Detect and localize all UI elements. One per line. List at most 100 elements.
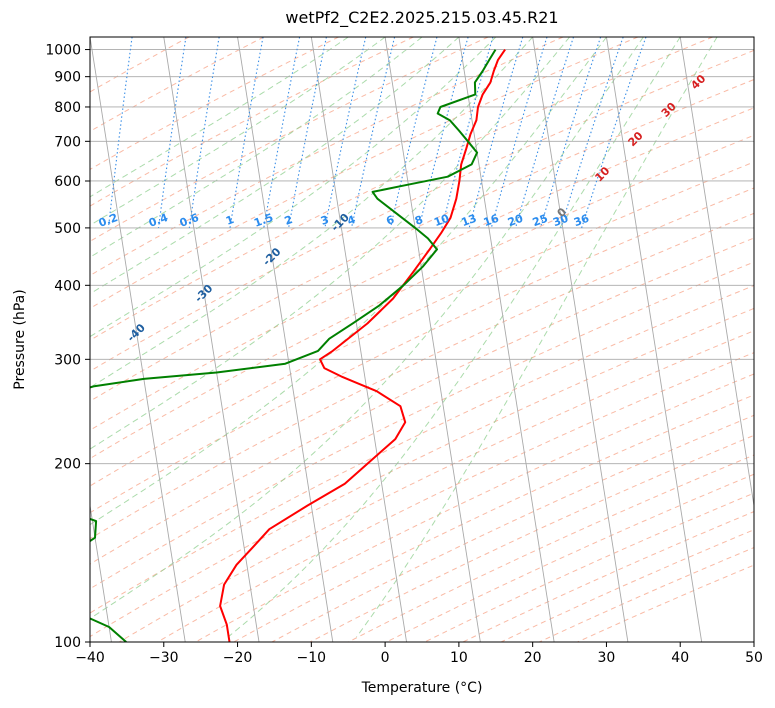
temperature-profile: [219, 49, 506, 642]
dry-adiabat-line: [90, 37, 713, 341]
mixing-ratio-label: 30: [551, 212, 570, 230]
mixing-ratio-label: 3: [319, 213, 331, 228]
isotherm-line: [532, 37, 629, 642]
mixing-ratio-line: [468, 37, 524, 229]
isotherm-line: [753, 37, 754, 40]
x-tick-label: 40: [671, 650, 689, 666]
mixing-ratio-label: 6: [384, 213, 396, 228]
mixing-ratio-label: 0.2: [97, 211, 120, 230]
mixing-ratio-label: 1: [224, 213, 236, 228]
moist-adiabat-line: [90, 37, 570, 450]
mixing-ratio-line: [324, 37, 367, 229]
y-axis-label: Pressure (hPa): [12, 289, 28, 389]
dewpoint-profile: [90, 49, 497, 642]
mixing-ratio-line: [490, 37, 548, 229]
mixing-ratio-line: [581, 37, 647, 229]
mixing-ratio-line: [560, 37, 624, 229]
isotherms: [90, 37, 754, 642]
y-tick-label: 800: [54, 100, 81, 116]
isotherm-line: [679, 37, 754, 509]
dry-adiabat-line: [90, 37, 639, 309]
mixing-ratio-label: 0.6: [178, 211, 201, 230]
mixing-ratio-label: 13: [460, 212, 479, 229]
moist-adiabat-line: [227, 37, 681, 638]
moist-adiabat-line: [90, 37, 607, 526]
mixing-ratio-label: 2: [283, 213, 295, 228]
dry-adiabat-line: [90, 134, 754, 460]
y-tick-label: 300: [54, 352, 81, 368]
x-tick-label: 0: [381, 650, 390, 666]
dry-adiabat-line: [90, 37, 339, 170]
mixing-ratio-label: 8: [413, 213, 425, 228]
mixing-ratio-line: [263, 37, 301, 228]
y-tick-label: 200: [54, 457, 81, 473]
dry-adiabat-line: [348, 454, 754, 642]
moist-adiabat-line: [90, 37, 497, 338]
mixing-ratio-label: 16: [482, 212, 501, 230]
moist-adiabat-line: [90, 37, 349, 198]
dry-adiabat-line: [309, 434, 754, 642]
mixing-ratio-line: [418, 37, 469, 229]
mixing-ratio-lines: [62, 37, 647, 229]
y-tick-label: 400: [54, 278, 81, 294]
isotherm-line: [90, 502, 112, 642]
mixing-ratio-line: [515, 37, 575, 229]
mixing-ratio-line: [107, 37, 133, 228]
mixing-ratio-line: [389, 37, 438, 229]
y-tick-label: 600: [54, 174, 81, 190]
y-tick-label: 700: [54, 134, 81, 150]
mixing-ratio-label: 1.5: [252, 211, 275, 230]
mixing-ratio-label: 25: [531, 212, 550, 229]
isotherm-line: [605, 37, 703, 642]
moist-adiabat-line: [356, 37, 718, 638]
moist-adiabat-line: [90, 37, 644, 620]
dry-adiabat-label: -60: [0, 419, 16, 442]
x-tick-label: −40: [75, 650, 105, 666]
moist-adiabat-line: [90, 37, 423, 258]
x-tick-label: 30: [598, 650, 616, 666]
plot-frame: [89, 36, 755, 643]
isotherm-line: [458, 37, 555, 642]
mixing-ratio-label: 10: [432, 212, 451, 230]
mixing-ratio-labels: 0.1 0.2 0.4 0.6 1 1.5 2 3 4 6 8 10 13 16 20 25 30 36: [97, 211, 591, 230]
mixing-ratio-line: [157, 37, 187, 228]
isotherm-line: [384, 37, 481, 642]
x-tick-label: 50: [745, 650, 763, 666]
mixing-ratio-line: [288, 37, 327, 229]
x-tick-label: −10: [297, 650, 327, 666]
y-tick-label: 1000: [45, 43, 81, 59]
x-tick-label: 20: [524, 650, 542, 666]
y-axis: 1000 900 800 700 600 500 400 300 200 100 Pressure …: [12, 43, 90, 651]
dry-adiabat-label: -50: [59, 370, 82, 393]
dry-adiabat-line: [90, 212, 754, 540]
dry-adiabat-line: [233, 394, 754, 642]
mixing-ratio-line: [188, 37, 220, 228]
plot-area: -100-90-80-70-60-50-40-30-20-100.10.20.4…: [0, 37, 754, 642]
dry-adiabat-line: [90, 107, 754, 431]
moist-adiabat-line: [90, 37, 460, 295]
dry-adiabat-line: [90, 78, 754, 402]
mixing-ratio-label: 0.4: [147, 211, 170, 230]
mixing-ratio-line: [539, 37, 602, 229]
isotherm-line: [310, 37, 408, 642]
isotherm-line: [163, 37, 260, 642]
mixing-ratio-line: [62, 37, 82, 228]
x-axis-label: Temperature (°C): [361, 680, 483, 696]
dry-adiabat-line: [90, 237, 754, 565]
moist-adiabat-line: [90, 37, 386, 226]
dry-adiabat-line: [424, 492, 754, 642]
y-tick-label: 500: [54, 221, 81, 237]
x-tick-label: −20: [223, 650, 253, 666]
isotherm-line: [90, 37, 186, 642]
y-tick-label: 100: [54, 635, 81, 651]
x-tick-label: 10: [450, 650, 468, 666]
dry-adiabat-line: [118, 330, 754, 642]
x-tick-label: −30: [149, 650, 179, 666]
isotherm-line: [237, 37, 334, 642]
mixing-ratio-line: [350, 37, 396, 229]
dry-adiabat-line: [90, 261, 754, 590]
x-axis: −40 −30 −20 −10 0 10 20 30 40 50 Temperature (°C): [75, 642, 763, 696]
mixing-ratio-label: 4: [346, 213, 358, 228]
mixing-ratio-line: [441, 37, 494, 229]
